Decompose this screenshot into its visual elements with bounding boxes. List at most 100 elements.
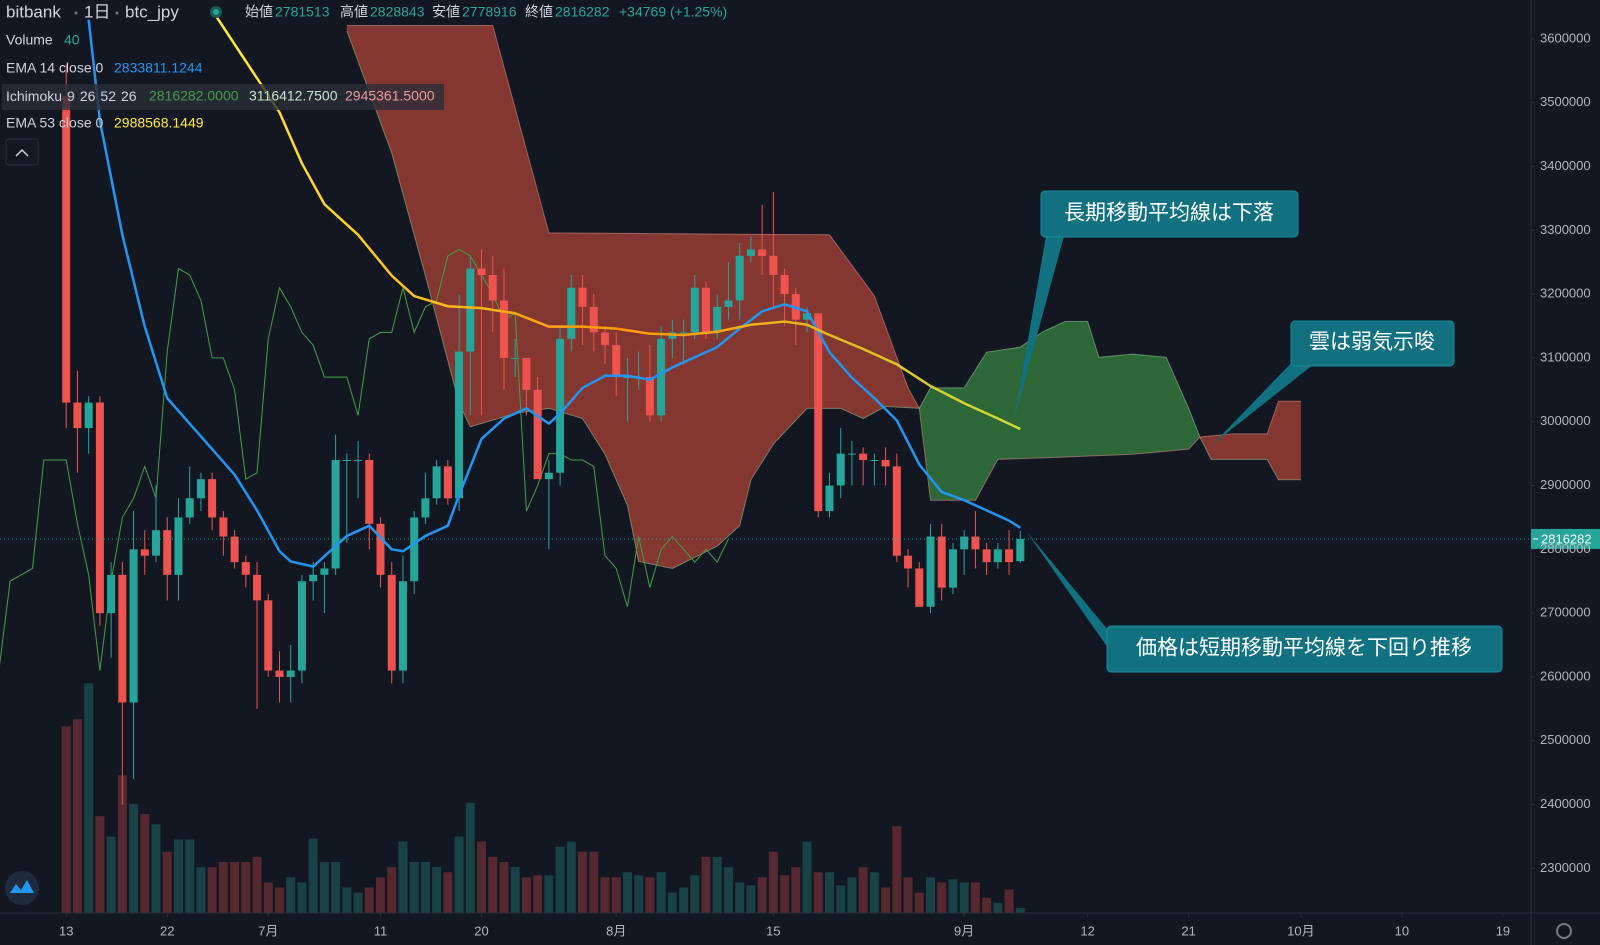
candle-body <box>803 313 812 320</box>
candle-body <box>253 574 262 601</box>
ema-line <box>87 19 1021 568</box>
candle-body <box>533 389 542 480</box>
gear[interactable] <box>1556 923 1572 939</box>
candle-body <box>702 287 711 333</box>
y-tick-label: 2700000 <box>1540 605 1591 620</box>
volume-bar <box>937 882 947 913</box>
annotation-text: 雲は弱気示唆 <box>1309 331 1435 354</box>
cloud-span-line <box>346 30 1301 569</box>
volume-bar <box>544 875 554 913</box>
candle-body <box>645 377 654 416</box>
candle-body <box>690 287 699 333</box>
ohlc-readout: 始値 2781513 高値 2828843 安値 2778916 終値 2816282 <box>245 4 610 20</box>
legend-param: 26 <box>121 88 137 104</box>
volume-bar <box>959 882 969 913</box>
volume-bar <box>432 867 442 913</box>
candle-body <box>174 517 183 575</box>
candle-body <box>600 332 609 346</box>
x-tick-label: 10 <box>1395 923 1409 938</box>
volume-bar <box>791 867 801 913</box>
candle-body <box>196 479 205 499</box>
volume-bar <box>274 887 284 913</box>
logo-circle <box>5 871 39 905</box>
volume-bar <box>634 875 644 913</box>
volume-bar <box>533 875 543 913</box>
legend-value: 3116412.7500 <box>249 88 338 104</box>
candle-body <box>275 670 284 677</box>
settings-icon[interactable] <box>1556 923 1572 939</box>
volume-bar <box>847 877 857 913</box>
volume-bar <box>869 872 879 913</box>
candle-body <box>522 357 531 390</box>
candle-body <box>511 357 520 359</box>
x-tick-label: 20 <box>474 923 488 938</box>
cloud-fill <box>919 321 1200 501</box>
symbol: btc_jpy <box>125 2 179 21</box>
volume-bar <box>970 882 980 913</box>
legend-highlight <box>2 84 444 110</box>
volume-bar <box>252 856 262 913</box>
ohlc-value: 2828843 <box>370 4 425 20</box>
candle-body <box>163 530 172 575</box>
candle-body <box>410 517 419 582</box>
candle-body <box>264 600 273 671</box>
volume-bar <box>319 861 329 913</box>
candle-body <box>589 306 598 333</box>
lagging-span <box>0 248 729 671</box>
ohlc-label: 高値 <box>340 4 368 20</box>
volume-bar <box>84 683 94 913</box>
candle-body <box>398 581 407 671</box>
separator <box>74 11 78 15</box>
volume-bar <box>61 726 71 913</box>
candle-body <box>387 574 396 671</box>
volume-bar <box>1004 889 1014 913</box>
candle-body <box>948 549 957 588</box>
collapse-button[interactable] <box>5 138 39 166</box>
legend-value: 2945361.5000 <box>345 88 435 104</box>
legend: Volume 40 EMA 14 close 0 2833811.1244 EMA 53… <box>6 32 435 131</box>
candle-body <box>1016 538 1025 562</box>
volume-bar <box>185 839 195 913</box>
ohlc-label: 始値 <box>245 4 273 20</box>
candle-body <box>309 574 318 582</box>
volume-bar <box>645 877 655 913</box>
volume-bar <box>454 836 464 913</box>
candle-body <box>208 479 217 518</box>
volume-bar <box>600 877 610 913</box>
candle-body <box>219 517 228 537</box>
volume-bar <box>409 861 419 913</box>
candle-body <box>904 555 913 569</box>
cloud-span-line <box>346 25 1301 501</box>
candle-body <box>443 466 452 499</box>
volume-bar <box>376 877 386 913</box>
volume-bar <box>106 836 116 913</box>
ohlc-value: 2816282 <box>555 4 610 20</box>
candle-body <box>814 313 823 512</box>
y-tick-label: 3300000 <box>1540 222 1591 237</box>
volume-bar <box>914 892 924 913</box>
y-tick-label: 2900000 <box>1540 477 1591 492</box>
logo-mark <box>10 880 34 893</box>
volume-bar <box>364 887 374 913</box>
candle-body <box>84 402 93 429</box>
button-frame[interactable] <box>5 138 39 166</box>
annotation-text: 価格は短期移動平均線を下回り推移 <box>1136 637 1472 660</box>
x-tick-label: 22 <box>160 923 174 938</box>
legend-name: EMA 53 close 0 <box>6 115 103 131</box>
status-dot <box>213 9 219 15</box>
candle-body <box>544 472 553 480</box>
candle-body <box>623 377 632 379</box>
volume-bar <box>218 861 228 913</box>
volume-bar <box>196 867 206 913</box>
candle-body <box>769 255 778 275</box>
ema-line <box>211 9 1021 431</box>
cloud-fill <box>1199 401 1301 480</box>
y-tick-label: 3600000 <box>1540 30 1591 45</box>
legend-value: 2833811.1244 <box>114 60 203 76</box>
candle-body <box>870 460 879 462</box>
volume-bar <box>578 851 588 913</box>
volume-bar <box>555 846 565 913</box>
y-tick-label: 3100000 <box>1540 349 1591 364</box>
candle-body <box>758 249 767 256</box>
volume-bar <box>207 867 217 913</box>
